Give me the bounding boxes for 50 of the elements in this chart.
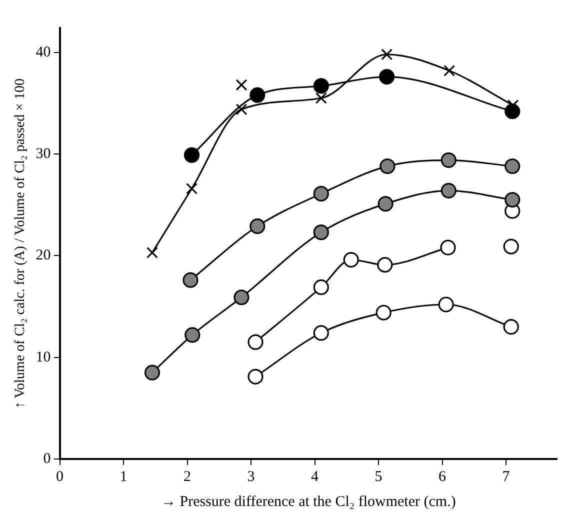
point: [248, 368, 264, 384]
x-tick-label: 7: [502, 468, 510, 485]
point: [184, 147, 200, 163]
x-tick-label: 2: [184, 468, 192, 485]
point: [313, 78, 329, 94]
point: [313, 186, 329, 202]
point: [377, 257, 393, 273]
x-tick-label: 3: [247, 468, 255, 485]
point: [440, 240, 456, 256]
point: [250, 87, 266, 103]
x-tick-label: 4: [311, 468, 320, 485]
y-tick-label: 10: [36, 349, 51, 366]
point: [440, 182, 456, 198]
point: [379, 68, 395, 85]
y-axis-title: ↑ Volume of Cl₂ calc. for (A) / Volume of Cl₂ passed × 100: [13, 78, 28, 409]
x-tick-label: 6: [438, 468, 447, 485]
y-tick-label: 40: [36, 44, 51, 60]
y-tick-label: 0: [43, 450, 51, 467]
point: [182, 272, 198, 288]
point: [380, 158, 396, 174]
point: [236, 104, 248, 116]
point: [438, 296, 454, 312]
point: [313, 279, 329, 296]
point: [144, 364, 160, 380]
point: [313, 325, 329, 341]
point: [378, 196, 394, 212]
point: [146, 246, 158, 258]
point: [184, 327, 200, 343]
point: [313, 224, 329, 240]
point: [504, 158, 520, 174]
point: [343, 252, 359, 268]
point: [234, 290, 250, 306]
y-tick-label: 20: [36, 248, 51, 264]
point: [236, 79, 248, 91]
point: [381, 48, 393, 60]
x-tick-label: 0: [56, 468, 64, 485]
x-tick-label: 5: [374, 468, 382, 485]
point: [440, 152, 456, 168]
x-axis-title: → Pressure difference at the Cl₂ flowmeter (cm.): [160, 494, 456, 510]
point: [186, 182, 198, 194]
point: [444, 64, 456, 76]
point: [503, 319, 519, 335]
point: [376, 304, 392, 320]
y-tick-label: 30: [36, 146, 51, 162]
point: [248, 334, 264, 350]
point: [315, 92, 327, 104]
x-tick-label: 1: [120, 468, 128, 485]
point: [250, 218, 266, 234]
point: [504, 192, 520, 208]
point: [503, 238, 519, 254]
